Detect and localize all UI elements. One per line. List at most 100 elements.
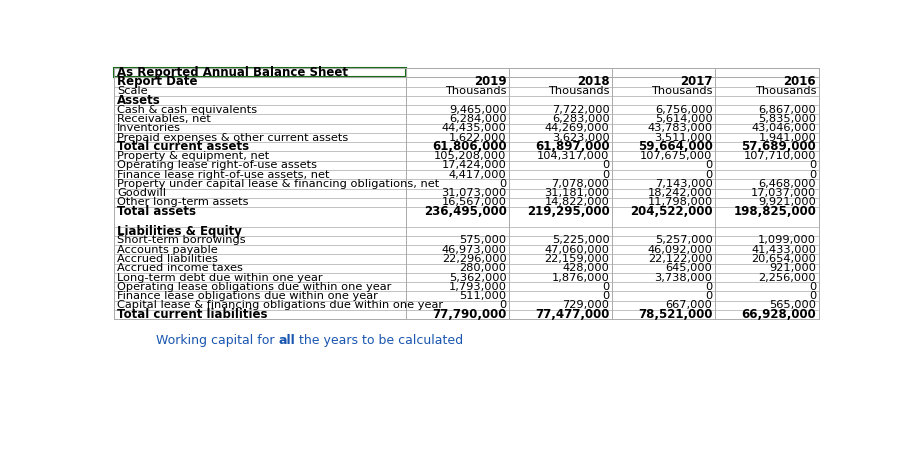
Text: Total current assets: Total current assets <box>117 140 249 153</box>
Text: Receivables, net: Receivables, net <box>117 114 211 124</box>
Text: 20,654,000: 20,654,000 <box>752 254 816 264</box>
Text: 43,783,000: 43,783,000 <box>647 123 713 133</box>
Text: Finance lease right-of-use assets, net: Finance lease right-of-use assets, net <box>117 169 329 180</box>
Text: 2017: 2017 <box>680 75 713 88</box>
Text: 0: 0 <box>705 291 713 301</box>
Text: Short-term borrowings: Short-term borrowings <box>117 236 246 245</box>
Text: 0: 0 <box>705 160 713 170</box>
Text: 0: 0 <box>602 291 610 301</box>
Text: 0: 0 <box>500 300 507 310</box>
Text: 5,362,000: 5,362,000 <box>449 273 507 282</box>
Text: 0: 0 <box>602 160 610 170</box>
Text: 31,073,000: 31,073,000 <box>441 188 507 198</box>
Text: 22,159,000: 22,159,000 <box>544 254 610 264</box>
Text: Property under capital lease & financing obligations, net: Property under capital lease & financing… <box>117 179 440 189</box>
Text: 0: 0 <box>500 179 507 189</box>
Text: 46,092,000: 46,092,000 <box>648 245 713 255</box>
Text: all: all <box>278 334 296 347</box>
Text: Accounts payable: Accounts payable <box>117 245 218 255</box>
Text: 77,477,000: 77,477,000 <box>535 308 610 321</box>
Text: 78,521,000: 78,521,000 <box>638 308 713 321</box>
Text: Prepaid expenses & other current assets: Prepaid expenses & other current assets <box>117 132 349 143</box>
Text: 46,973,000: 46,973,000 <box>441 245 507 255</box>
Text: 7,143,000: 7,143,000 <box>654 179 713 189</box>
Text: Accrued liabilities: Accrued liabilities <box>117 254 218 264</box>
Text: 921,000: 921,000 <box>769 263 816 273</box>
Text: 3,623,000: 3,623,000 <box>551 132 610 143</box>
Text: Cash & cash equivalents: Cash & cash equivalents <box>117 105 258 115</box>
Text: Long-term debt due within one year: Long-term debt due within one year <box>117 273 323 282</box>
Text: Liabilities & Equity: Liabilities & Equity <box>117 225 242 238</box>
Text: 5,225,000: 5,225,000 <box>551 236 610 245</box>
Text: 9,465,000: 9,465,000 <box>449 105 507 115</box>
Text: 47,060,000: 47,060,000 <box>544 245 610 255</box>
Text: Thousands: Thousands <box>651 86 713 96</box>
Text: 204,522,000: 204,522,000 <box>630 205 713 218</box>
Text: 107,675,000: 107,675,000 <box>640 151 713 161</box>
Text: 44,435,000: 44,435,000 <box>441 123 507 133</box>
Text: 16,567,000: 16,567,000 <box>441 197 507 207</box>
Text: 66,928,000: 66,928,000 <box>742 308 816 321</box>
Text: 7,722,000: 7,722,000 <box>551 105 610 115</box>
Text: Operating lease right-of-use assets: Operating lease right-of-use assets <box>117 160 318 170</box>
Text: the years to be calculated: the years to be calculated <box>296 334 463 347</box>
Text: 1,941,000: 1,941,000 <box>758 132 816 143</box>
Text: 59,664,000: 59,664,000 <box>638 140 713 153</box>
Text: 0: 0 <box>705 282 713 292</box>
Text: 0: 0 <box>602 169 610 180</box>
Text: 6,756,000: 6,756,000 <box>655 105 713 115</box>
Text: 4,417,000: 4,417,000 <box>449 169 507 180</box>
Text: 219,295,000: 219,295,000 <box>527 205 610 218</box>
Text: Goodwill: Goodwill <box>117 188 167 198</box>
Text: Total assets: Total assets <box>117 205 197 218</box>
Text: Accrued income taxes: Accrued income taxes <box>117 263 243 273</box>
Text: 511,000: 511,000 <box>460 291 507 301</box>
Text: Report Date: Report Date <box>117 75 197 88</box>
Text: 43,046,000: 43,046,000 <box>752 123 816 133</box>
Text: 236,495,000: 236,495,000 <box>424 205 507 218</box>
Text: 77,790,000: 77,790,000 <box>432 308 507 321</box>
Text: Assets: Assets <box>117 94 161 107</box>
Text: 22,296,000: 22,296,000 <box>442 254 507 264</box>
Text: 0: 0 <box>809 160 816 170</box>
Text: 3,511,000: 3,511,000 <box>654 132 713 143</box>
Text: 6,284,000: 6,284,000 <box>449 114 507 124</box>
Text: 6,283,000: 6,283,000 <box>551 114 610 124</box>
Text: 61,806,000: 61,806,000 <box>432 140 507 153</box>
Text: 2019: 2019 <box>474 75 507 88</box>
Text: 107,710,000: 107,710,000 <box>743 151 816 161</box>
Text: 1,876,000: 1,876,000 <box>551 273 610 282</box>
Text: 280,000: 280,000 <box>460 263 507 273</box>
Text: 41,433,000: 41,433,000 <box>751 245 816 255</box>
Text: 565,000: 565,000 <box>769 300 816 310</box>
Text: Property & equipment, net: Property & equipment, net <box>117 151 269 161</box>
Text: 0: 0 <box>809 291 816 301</box>
Text: Operating lease obligations due within one year: Operating lease obligations due within o… <box>117 282 391 292</box>
Text: 1,793,000: 1,793,000 <box>449 282 507 292</box>
Text: 104,317,000: 104,317,000 <box>537 151 610 161</box>
Text: 14,822,000: 14,822,000 <box>545 197 610 207</box>
Text: 667,000: 667,000 <box>665 300 713 310</box>
Text: 2,256,000: 2,256,000 <box>759 273 816 282</box>
Text: 11,798,000: 11,798,000 <box>647 197 713 207</box>
Text: 2016: 2016 <box>784 75 816 88</box>
Text: 61,897,000: 61,897,000 <box>535 140 610 153</box>
Text: 1,099,000: 1,099,000 <box>758 236 816 245</box>
Text: 31,181,000: 31,181,000 <box>544 188 610 198</box>
Text: 645,000: 645,000 <box>665 263 713 273</box>
Text: Thousands: Thousands <box>754 86 816 96</box>
Text: 0: 0 <box>705 169 713 180</box>
Text: Thousands: Thousands <box>445 86 507 96</box>
Text: 428,000: 428,000 <box>562 263 610 273</box>
Text: 17,037,000: 17,037,000 <box>751 188 816 198</box>
Text: Working capital for: Working capital for <box>157 334 278 347</box>
Text: 729,000: 729,000 <box>562 300 610 310</box>
Text: 17,424,000: 17,424,000 <box>441 160 507 170</box>
Text: 18,242,000: 18,242,000 <box>648 188 713 198</box>
Text: Inventories: Inventories <box>117 123 181 133</box>
Text: 9,921,000: 9,921,000 <box>758 197 816 207</box>
Text: 3,738,000: 3,738,000 <box>654 273 713 282</box>
Text: 5,835,000: 5,835,000 <box>758 114 816 124</box>
Text: 44,269,000: 44,269,000 <box>545 123 610 133</box>
Text: 5,614,000: 5,614,000 <box>655 114 713 124</box>
